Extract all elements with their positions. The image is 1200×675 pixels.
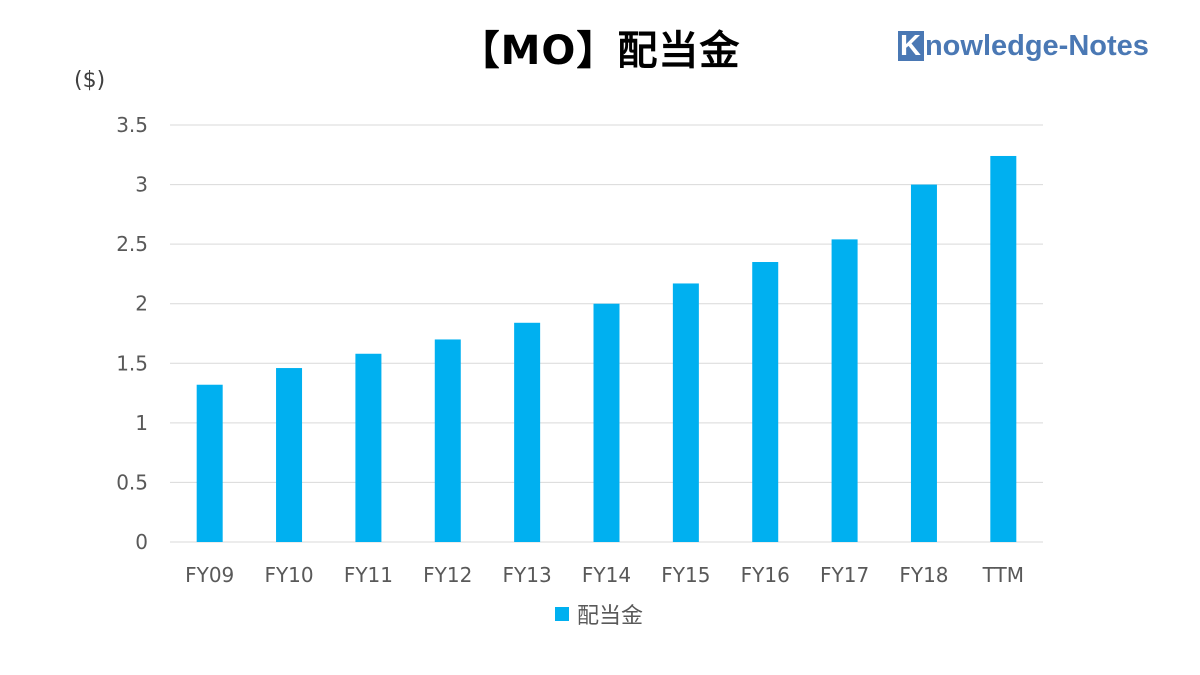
y-tick-label: 3.5 [116,113,148,137]
bar [752,262,779,542]
x-tick-label: FY18 [899,563,948,587]
x-tick-label: FY10 [264,563,313,587]
bar [514,322,541,542]
x-tick-label: FY17 [820,563,869,587]
bar [593,303,620,542]
x-tick-label: FY11 [344,563,393,587]
legend-swatch [555,607,569,621]
y-tick-label: 1.5 [116,351,148,375]
x-tick-label: TTM [982,563,1024,587]
x-tick-label: FY16 [741,563,790,587]
bar [196,384,223,542]
y-tick-label: 2 [135,292,148,316]
y-tick-label: 1 [135,411,148,435]
legend-label: 配当金 [577,604,644,629]
legend: 配当金 [555,598,643,630]
bar [434,339,461,542]
bar [672,283,699,542]
chart-title: 【MO】配当金 [459,28,741,74]
x-tick-label: FY13 [503,563,552,587]
x-tick-label: FY12 [423,563,472,587]
x-tick-label: FY09 [185,563,234,587]
bar [276,368,303,542]
bar [831,239,858,542]
bar [910,184,937,543]
y-tick-label: 0 [135,530,148,554]
bar [990,155,1017,542]
y-tick-label: 0.5 [116,470,148,494]
y-axis-unit-label: ($) [74,68,106,93]
x-tick-label: FY14 [582,563,631,587]
y-tick-label: 2.5 [116,232,148,256]
bar [355,353,382,542]
brand-logo-text: nowledge-Notes [924,30,1149,62]
x-tick-label: FY15 [661,563,710,587]
y-tick-label: 3 [135,173,148,197]
brand-logo-initial: K [898,31,924,61]
